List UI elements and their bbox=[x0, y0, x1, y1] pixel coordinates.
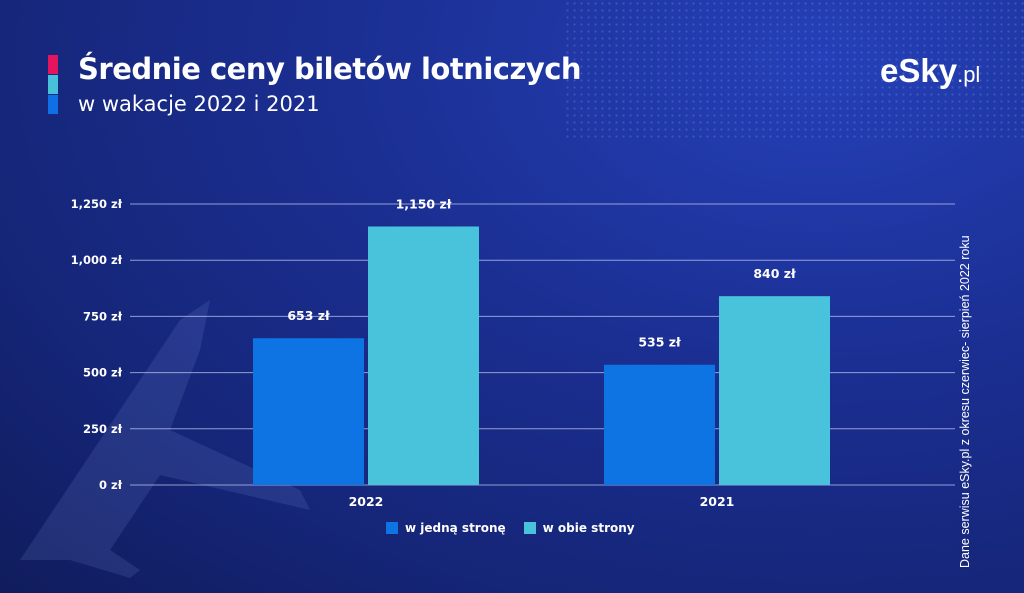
y-tick-label: 1,250 zł bbox=[71, 197, 123, 211]
y-tick-label: 250 zł bbox=[83, 422, 123, 436]
accent-bar-teal bbox=[48, 75, 58, 94]
y-tick-label: 0 zł bbox=[99, 478, 123, 492]
data-label: 653 zł bbox=[287, 308, 330, 323]
bar bbox=[604, 364, 715, 485]
airplane-silhouette-icon bbox=[20, 300, 310, 578]
legend-label-one-way: w jedną stronę bbox=[405, 521, 506, 535]
legend-swatch-round-trip bbox=[523, 522, 536, 534]
legend-item-one-way: w jedną stronę bbox=[386, 521, 506, 535]
dotted-background-pattern bbox=[564, 0, 1024, 140]
data-label: 1,150 zł bbox=[396, 196, 452, 211]
data-label: 535 zł bbox=[638, 335, 681, 350]
y-tick-label: 750 zł bbox=[83, 309, 123, 323]
x-tick-label: 2021 bbox=[700, 494, 735, 509]
esky-logo: eSky.pl bbox=[880, 52, 980, 90]
chart-legend: w jedną stronę w obie strony bbox=[386, 521, 635, 535]
y-tick-label: 1,000 zł bbox=[71, 253, 123, 267]
accent-bar-pink bbox=[48, 55, 58, 74]
chart-title: Średnie ceny biletów lotniczych bbox=[78, 52, 582, 86]
bar bbox=[253, 338, 364, 485]
logo-suffix: .pl bbox=[957, 62, 981, 87]
chart-subtitle: w wakacje 2022 i 2021 bbox=[78, 92, 320, 116]
legend-swatch-one-way bbox=[386, 522, 398, 534]
data-label: 840 zł bbox=[753, 266, 796, 281]
bar bbox=[719, 296, 830, 485]
y-tick-label: 500 zł bbox=[83, 366, 123, 380]
x-tick-label: 2022 bbox=[349, 494, 384, 509]
legend-item-round-trip: w obie strony bbox=[523, 521, 635, 535]
logo-main: eSky bbox=[880, 52, 958, 89]
bar bbox=[368, 226, 479, 486]
legend-label-round-trip: w obie strony bbox=[542, 521, 635, 535]
accent-bar-blue bbox=[48, 95, 58, 114]
